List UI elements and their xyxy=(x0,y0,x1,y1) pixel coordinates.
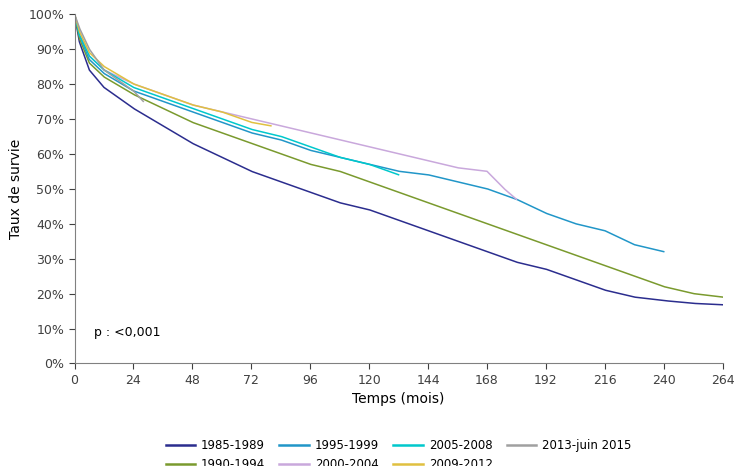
Legend: 1985-1989, 1990-1994, 1995-1999, 2000-2004, 2005-2008, 2009-2012, 2013-juin 2015: 1985-1989, 1990-1994, 1995-1999, 2000-20… xyxy=(165,439,632,466)
2013-juin 2015 xyxy=(137,96,146,102)
1995-1999 xyxy=(100,71,109,76)
2009-2012 xyxy=(225,112,234,117)
1995-1999 xyxy=(357,159,366,165)
Line: 1985-1989: 1985-1989 xyxy=(74,14,723,305)
2000-2004 xyxy=(512,197,521,202)
Y-axis label: Taux de survie: Taux de survie xyxy=(9,138,22,239)
1985-1989 xyxy=(368,208,377,214)
1995-1999 xyxy=(642,245,651,250)
2005-2008 xyxy=(70,11,79,17)
2009-2012 xyxy=(267,123,276,129)
1985-1989 xyxy=(699,301,708,307)
1995-1999 xyxy=(70,11,79,17)
2009-2012 xyxy=(80,40,89,45)
Line: 1990-1994: 1990-1994 xyxy=(74,14,723,297)
2009-2012 xyxy=(160,92,169,98)
1995-1999 xyxy=(534,207,543,212)
2009-2012 xyxy=(261,122,270,128)
Line: 2009-2012: 2009-2012 xyxy=(74,14,271,126)
1990-1994 xyxy=(700,292,708,298)
2005-2008 xyxy=(86,55,95,61)
2013-juin 2015 xyxy=(104,70,112,75)
2005-2008 xyxy=(326,151,335,157)
1990-1994 xyxy=(718,295,727,300)
2013-juin 2015 xyxy=(137,96,146,102)
1995-1999 xyxy=(659,249,668,254)
Line: 2000-2004: 2000-2004 xyxy=(74,14,516,199)
2000-2004 xyxy=(70,11,79,17)
1990-1994 xyxy=(70,11,79,17)
2005-2008 xyxy=(384,169,393,174)
2000-2004 xyxy=(285,125,294,130)
1985-1989 xyxy=(718,302,727,308)
2005-2008 xyxy=(228,120,237,125)
2000-2004 xyxy=(418,157,427,162)
1985-1989 xyxy=(580,280,589,286)
1990-1994 xyxy=(580,256,589,261)
2000-2004 xyxy=(92,61,101,66)
1985-1989 xyxy=(70,11,79,17)
2005-2008 xyxy=(394,172,403,178)
2005-2008 xyxy=(219,116,228,122)
Text: p : <0,001: p : <0,001 xyxy=(94,326,160,339)
2013-juin 2015 xyxy=(74,21,83,27)
2009-2012 xyxy=(70,11,79,17)
Line: 2005-2008: 2005-2008 xyxy=(74,14,399,175)
2013-juin 2015 xyxy=(124,85,133,90)
Line: 1995-1999: 1995-1999 xyxy=(74,14,664,252)
1995-1999 xyxy=(341,156,350,161)
1990-1994 xyxy=(368,180,377,186)
1985-1989 xyxy=(385,214,394,220)
2013-juin 2015 xyxy=(139,99,148,104)
2009-2012 xyxy=(261,122,270,128)
2005-2008 xyxy=(384,169,393,174)
1990-1994 xyxy=(103,76,112,82)
1995-1999 xyxy=(642,245,651,250)
X-axis label: Temps (mois): Temps (mois) xyxy=(352,392,445,406)
1985-1989 xyxy=(103,87,112,93)
1990-1994 xyxy=(699,292,708,298)
2013-juin 2015 xyxy=(101,69,110,74)
1985-1989 xyxy=(700,301,708,307)
2000-2004 xyxy=(499,185,508,191)
Line: 2013-juin 2015: 2013-juin 2015 xyxy=(74,14,143,102)
1990-1994 xyxy=(385,186,394,192)
2000-2004 xyxy=(273,122,282,128)
2009-2012 xyxy=(165,94,174,100)
2013-juin 2015 xyxy=(70,11,79,17)
2000-2004 xyxy=(499,185,508,191)
